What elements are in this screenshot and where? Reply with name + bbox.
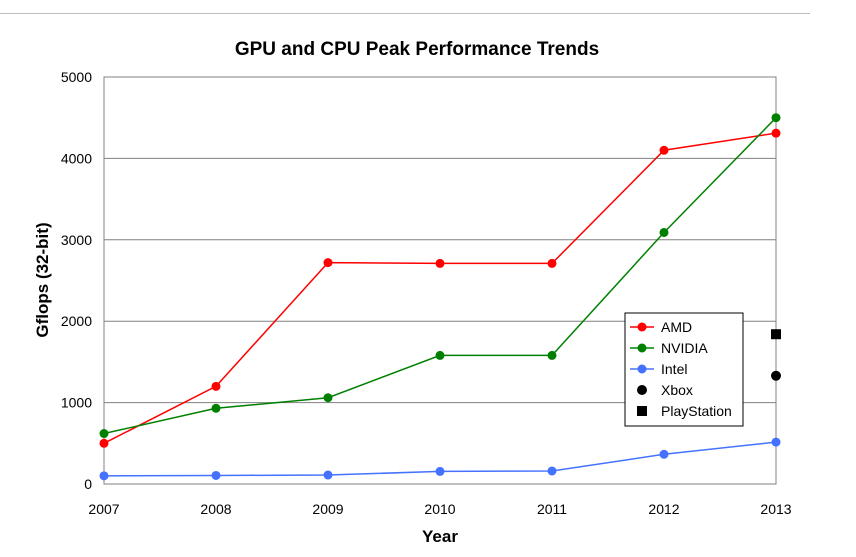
xbox-point (771, 370, 781, 381)
intel-point-2012 (659, 449, 669, 459)
y-tick-label-0: 0 (84, 476, 92, 492)
amd-point-2013 (771, 128, 781, 138)
legend-amd-label: AMD (661, 319, 692, 335)
intel-point-2013 (771, 437, 781, 447)
legend-intel-marker (637, 364, 647, 374)
legend-nvidia-label: NVIDIA (661, 340, 708, 356)
x-tick-label-2009: 2009 (312, 501, 343, 517)
y-tick-label-1000: 1000 (61, 395, 92, 411)
legend-nvidia-marker (637, 343, 647, 353)
nvidia-point-2007 (99, 429, 109, 439)
nvidia-point-2011 (547, 350, 557, 360)
y-tick-label-5000: 5000 (61, 69, 92, 85)
nvidia-point-2012 (659, 227, 669, 237)
x-axis-title: Year (422, 527, 458, 546)
intel-point-2010 (435, 466, 445, 476)
y-tick-label-3000: 3000 (61, 232, 92, 248)
y-tick-label-2000: 2000 (61, 313, 92, 329)
x-tick-labels: 2007 2008 2009 2010 2011 2012 2013 (88, 501, 791, 517)
intel-point-2011 (547, 466, 557, 476)
legend-playstation-label: PlayStation (661, 403, 732, 419)
legend-intel-label: Intel (661, 361, 687, 377)
y-axis-title: Gflops (32-bit) (33, 222, 52, 337)
top-divider (0, 13, 810, 14)
amd-point-2009 (323, 258, 333, 268)
nvidia-point-2009 (323, 393, 333, 403)
amd-point-2011 (547, 258, 557, 268)
x-tick-label-2013: 2013 (760, 501, 791, 517)
y-tick-labels: 0 1000 2000 3000 4000 5000 (61, 69, 92, 492)
intel-point-2007 (99, 471, 109, 481)
nvidia-point-2010 (435, 350, 445, 360)
nvidia-point-2008 (211, 403, 221, 413)
x-tick-label-2012: 2012 (648, 501, 679, 517)
legend-playstation-marker (637, 406, 647, 416)
series-layer (99, 113, 781, 481)
amd-point-2007 (99, 438, 109, 448)
plot-area (103, 76, 777, 485)
legend: AMD NVIDIA Intel Xbox PlayStation (624, 312, 744, 427)
nvidia-point-2013 (771, 113, 781, 123)
amd-point-2010 (435, 258, 445, 268)
y-tick-label-4000: 4000 (61, 150, 92, 166)
intel-point-2008 (211, 470, 221, 480)
x-tick-label-2007: 2007 (88, 501, 119, 517)
amd-point-2008 (211, 381, 221, 391)
intel-point-2009 (323, 470, 333, 480)
legend-xbox-label: Xbox (661, 382, 693, 398)
amd-point-2012 (659, 145, 669, 155)
legend-xbox-marker (637, 385, 647, 395)
x-tick-label-2008: 2008 (200, 501, 231, 517)
legend-amd-marker (637, 322, 647, 332)
x-tick-label-2010: 2010 (424, 501, 455, 517)
playstation-point (771, 329, 781, 340)
chart-title: GPU and CPU Peak Performance Trends (235, 39, 599, 60)
x-tick-label-2011: 2011 (537, 501, 567, 517)
